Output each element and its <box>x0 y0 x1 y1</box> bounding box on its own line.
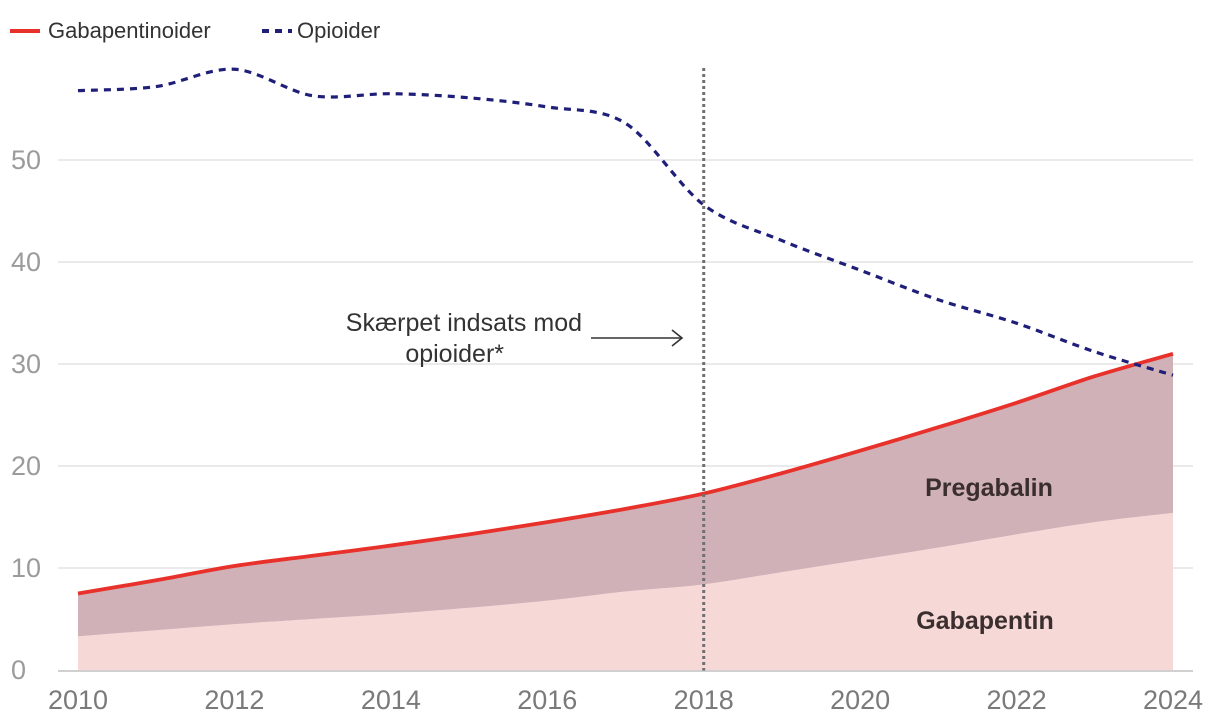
y-tick-label-50: 50 <box>11 145 41 175</box>
y-tick-label-10: 10 <box>11 553 41 583</box>
y-axis-ticks: 0 10 20 30 40 50 <box>11 145 41 685</box>
x-tick-label-2014: 2014 <box>361 685 421 715</box>
area-pregabalin <box>78 353 1173 637</box>
annotation-text-line2: opioider* <box>405 340 504 368</box>
area-label-gabapentin: Gabapentin <box>916 607 1054 635</box>
annotation-arrow-head <box>671 329 684 347</box>
reference-line-group <box>58 68 1193 672</box>
x-tick-label-2010: 2010 <box>48 685 108 715</box>
line-gabapentinoider <box>77 351 1174 596</box>
legend-label-opioider: Opioider <box>297 18 380 43</box>
y-tick-label-40: 40 <box>11 247 41 277</box>
area-label-pregabalin: Pregabalin <box>925 474 1053 502</box>
series-lines <box>77 67 1174 596</box>
x-axis-ticks: 2010 2012 2014 2016 2018 2020 2022 2024 <box>48 685 1203 715</box>
annotation-text-line1: Skærpet indsats mod <box>346 309 582 337</box>
legend-label-gabapentinoider: Gabapentinoider <box>48 18 211 43</box>
x-tick-label-2018: 2018 <box>674 685 734 715</box>
annotation: Skærpet indsats mod opioider* <box>346 309 684 368</box>
x-tick-label-2016: 2016 <box>517 685 577 715</box>
legend: Gabapentinoider Opioider <box>10 18 380 43</box>
x-tick-label-2024: 2024 <box>1143 685 1203 715</box>
x-tick-label-2012: 2012 <box>204 685 264 715</box>
y-tick-label-20: 20 <box>11 451 41 481</box>
stacked-areas <box>78 353 1173 670</box>
y-tick-label-30: 30 <box>11 349 41 379</box>
line-opioider <box>77 67 1174 377</box>
x-tick-label-2022: 2022 <box>987 685 1047 715</box>
area-gabapentin <box>78 512 1173 670</box>
y-tick-label-0: 0 <box>11 655 26 685</box>
x-tick-label-2020: 2020 <box>830 685 890 715</box>
